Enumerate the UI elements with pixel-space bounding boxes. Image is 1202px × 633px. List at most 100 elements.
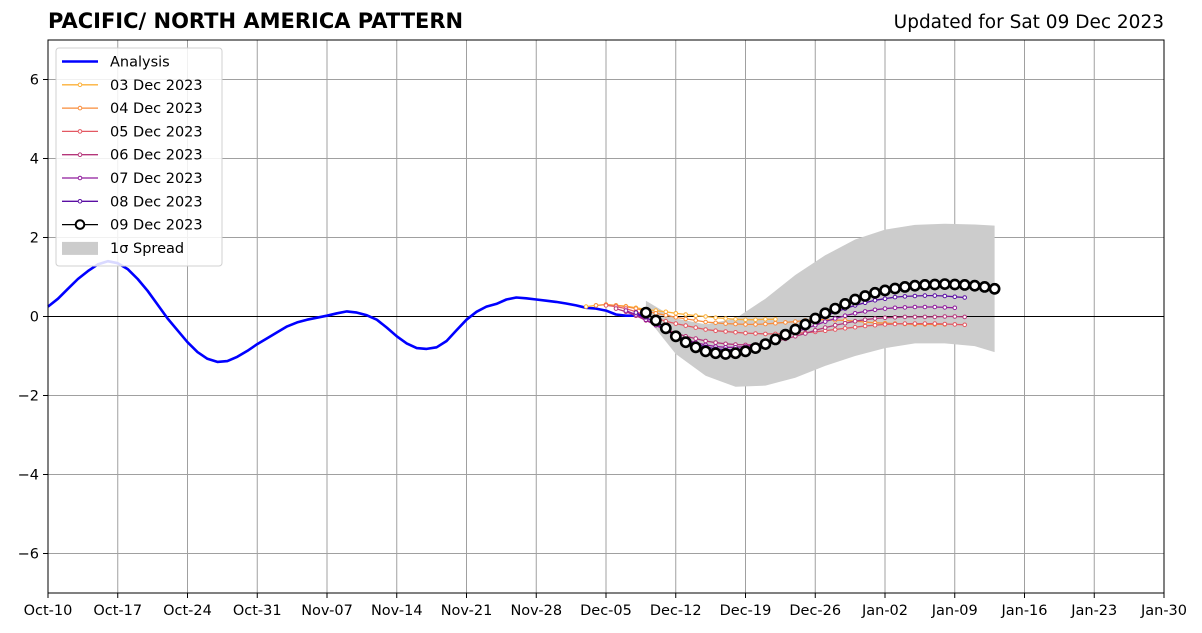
series-point — [968, 279, 981, 292]
legend-label: Analysis — [110, 55, 170, 71]
series-point — [879, 284, 891, 297]
series-point — [669, 330, 682, 343]
series-point — [683, 312, 689, 317]
series-point — [932, 304, 938, 310]
series-point — [709, 347, 722, 360]
x-tick-label: Nov-14 — [371, 603, 423, 619]
series-point — [649, 314, 662, 327]
series-point — [723, 321, 728, 326]
series-point — [852, 324, 858, 330]
series-point — [938, 278, 951, 290]
series-point — [869, 286, 881, 299]
series-point — [819, 307, 832, 320]
series-point — [902, 305, 908, 310]
series-point — [912, 304, 918, 310]
y-tick-label: −4 — [18, 468, 39, 484]
series-point — [902, 321, 908, 326]
series-point — [872, 322, 878, 328]
series-point — [799, 318, 812, 331]
series-point — [942, 305, 948, 310]
chart-title: PACIFIC/ NORTH AMERICA PATTERN — [48, 9, 464, 33]
y-tick-label: 0 — [30, 310, 39, 326]
y-tick-label: −6 — [18, 547, 39, 563]
series-point — [889, 282, 901, 295]
series-point — [723, 329, 728, 334]
series-point — [882, 306, 888, 311]
legend-marker — [77, 105, 83, 111]
series-09-dec-2023 — [640, 278, 1001, 360]
series-point — [862, 323, 868, 329]
series-point — [640, 306, 652, 319]
series-point — [832, 316, 838, 321]
x-tick-label: Dec-05 — [580, 603, 632, 619]
series-point — [942, 314, 948, 319]
series-point — [743, 317, 748, 323]
series-point — [912, 293, 918, 299]
legend: Analysis 03 Dec 2023 04 Dec 2023 05 Dec 202… — [55, 47, 223, 267]
legend-label: 05 Dec 2023 — [110, 124, 203, 140]
series-point — [753, 331, 758, 336]
legend-item: 05 Dec 2023 — [62, 124, 203, 140]
series-point — [902, 294, 908, 299]
updated-date: Updated for Sat 09 Dec 2023 — [893, 12, 1164, 33]
series-point — [842, 326, 848, 331]
legend-marker — [74, 219, 86, 230]
series-point — [583, 304, 589, 309]
series-point — [882, 315, 888, 321]
series-point — [952, 305, 958, 311]
series-point — [932, 314, 938, 320]
x-tick-label: Nov-21 — [441, 603, 493, 619]
x-tick-label: Jan-02 — [861, 603, 908, 619]
legend-marker — [77, 129, 83, 134]
series-point — [952, 294, 958, 300]
x-tick-label: Oct-24 — [163, 603, 212, 619]
x-tick-label: Jan-30 — [1140, 603, 1187, 619]
series-point — [852, 318, 858, 324]
series-point — [962, 322, 968, 328]
series-point — [769, 333, 782, 346]
legend-item: 1σ Spread — [62, 241, 184, 257]
series-point — [892, 305, 898, 311]
series-point — [733, 317, 738, 322]
legend-label: 04 Dec 2023 — [110, 101, 203, 117]
series-point — [743, 330, 748, 336]
series-point — [613, 306, 619, 311]
series-point — [882, 296, 888, 302]
y-tick-labels: 6 4 2 0 −2 −4 −6 — [18, 73, 48, 563]
series-point — [803, 331, 808, 336]
series-point — [623, 308, 629, 313]
legend-item: 07 Dec 2023 — [62, 171, 203, 187]
series-point — [862, 317, 868, 323]
series-point — [733, 330, 738, 335]
legend-box — [55, 47, 223, 267]
series-point — [882, 322, 888, 327]
series-point — [962, 314, 968, 320]
legend-label: 1σ Spread — [110, 241, 184, 257]
series-point — [779, 328, 792, 341]
legend-label: 03 Dec 2023 — [110, 78, 203, 94]
legend-item: Analysis — [62, 55, 170, 71]
series-point — [593, 303, 599, 308]
series-point — [932, 293, 938, 298]
series-point — [892, 294, 898, 300]
series-point — [693, 313, 699, 319]
series-point — [832, 322, 838, 328]
series-point — [693, 318, 699, 323]
series-point — [683, 323, 689, 328]
series-point — [962, 295, 968, 300]
legend-item: 09 Dec 2023 — [62, 218, 203, 234]
series-point — [723, 316, 728, 321]
legend-label: 08 Dec 2023 — [110, 194, 203, 210]
series-point — [773, 317, 778, 322]
x-tick-label: Oct-10 — [24, 603, 73, 619]
spread-band — [645, 223, 995, 387]
x-tick-label: Nov-28 — [510, 603, 562, 619]
series-point — [763, 331, 768, 337]
series-point — [659, 322, 672, 335]
series-point — [928, 278, 941, 291]
x-tick-label: Dec-12 — [650, 603, 702, 619]
series-point — [733, 321, 738, 327]
series-point — [663, 313, 669, 318]
series-point — [763, 321, 768, 327]
